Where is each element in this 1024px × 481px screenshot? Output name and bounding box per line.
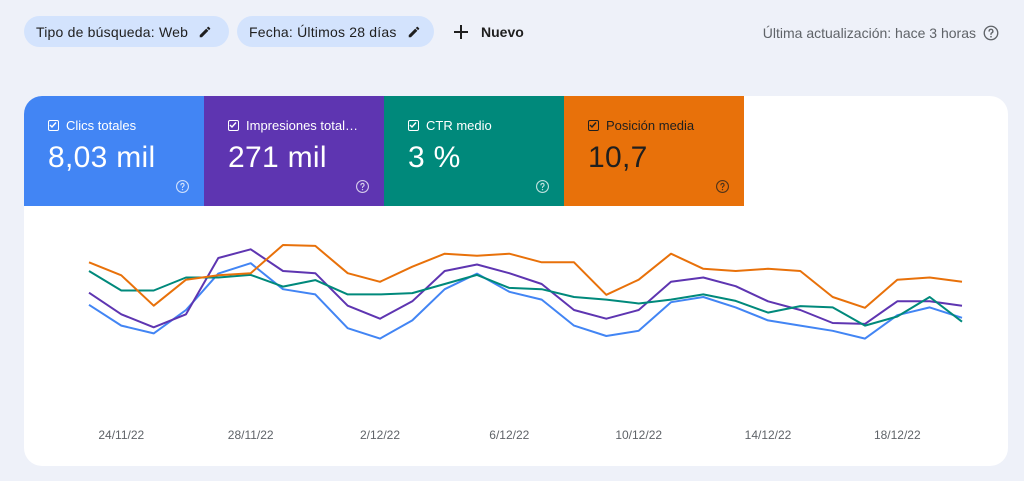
checkbox-checked-icon[interactable] — [588, 120, 599, 131]
series-line-3[interactable] — [88, 244, 963, 309]
metric-label-row: Posición media — [588, 118, 744, 133]
help-icon[interactable] — [715, 179, 730, 194]
performance-card: Clics totales 8,03 mil Impresiones total… — [24, 96, 1008, 466]
edit-pencil-icon[interactable] — [407, 25, 421, 39]
metric-label-row: Impresiones total… — [228, 118, 384, 133]
metric-label-row: Clics totales — [48, 118, 204, 133]
x-tick-label: 10/12/22 — [615, 428, 662, 442]
edit-pencil-icon[interactable] — [198, 25, 212, 39]
x-tick-label: 28/11/22 — [228, 428, 274, 442]
performance-line-chart[interactable]: 24/11/22 28/11/22 2/12/22 6/12/22 10/12/22 14… — [24, 206, 1008, 466]
date-filter-label: Fecha: Últimos 28 días — [249, 23, 397, 40]
date-filter-chip[interactable]: Fecha: Últimos 28 días — [237, 16, 434, 47]
x-tick-label: 24/11/22 — [98, 428, 144, 442]
new-filter-label: Nuevo — [481, 24, 524, 40]
checkbox-checked-icon[interactable] — [228, 120, 239, 131]
series-line-0[interactable] — [88, 262, 963, 340]
checkbox-checked-icon[interactable] — [408, 120, 419, 131]
x-tick-label: 2/12/22 — [360, 428, 400, 442]
metric-value: 8,03 mil — [48, 141, 156, 174]
search-type-filter-label: Tipo de búsqueda: Web — [36, 23, 189, 40]
metric-tile-impressions[interactable]: Impresiones total… 271 mil — [204, 96, 384, 206]
metric-tile-clicks[interactable]: Clics totales 8,03 mil — [24, 96, 204, 206]
last-update-status: Última actualización: hace 3 horas — [763, 24, 1000, 42]
metric-value: 10,7 — [588, 141, 648, 174]
series-line-2[interactable] — [88, 270, 963, 327]
metric-label-row: CTR medio — [408, 118, 564, 133]
metric-tile-ctr[interactable]: CTR medio 3 % — [384, 96, 564, 206]
help-icon[interactable] — [535, 179, 550, 194]
search-type-filter-chip[interactable]: Tipo de búsqueda: Web — [24, 16, 229, 47]
plus-icon — [454, 25, 468, 39]
metric-label: Clics totales — [66, 118, 137, 133]
last-update-text: Última actualización: hace 3 horas — [762, 25, 976, 41]
series-line-1[interactable] — [88, 248, 963, 329]
help-icon[interactable] — [982, 24, 1000, 42]
help-icon[interactable] — [175, 179, 190, 194]
filter-bar: Tipo de búsqueda: Web Fecha: Últimos 28 … — [0, 0, 1024, 62]
metric-value: 3 % — [408, 141, 461, 174]
help-icon[interactable] — [355, 179, 370, 194]
metric-value: 271 mil — [228, 141, 327, 174]
metric-label: Impresiones total… — [246, 118, 358, 133]
new-filter-button[interactable]: Nuevo — [450, 18, 524, 46]
metric-label: Posición media — [606, 118, 695, 133]
x-tick-label: 14/12/22 — [745, 428, 792, 442]
metric-tile-position[interactable]: Posición media 10,7 — [564, 96, 744, 206]
x-tick-label: 18/12/22 — [874, 428, 921, 442]
checkbox-checked-icon[interactable] — [48, 120, 59, 131]
metric-label: CTR medio — [426, 118, 492, 133]
x-tick-label: 6/12/22 — [489, 428, 529, 442]
